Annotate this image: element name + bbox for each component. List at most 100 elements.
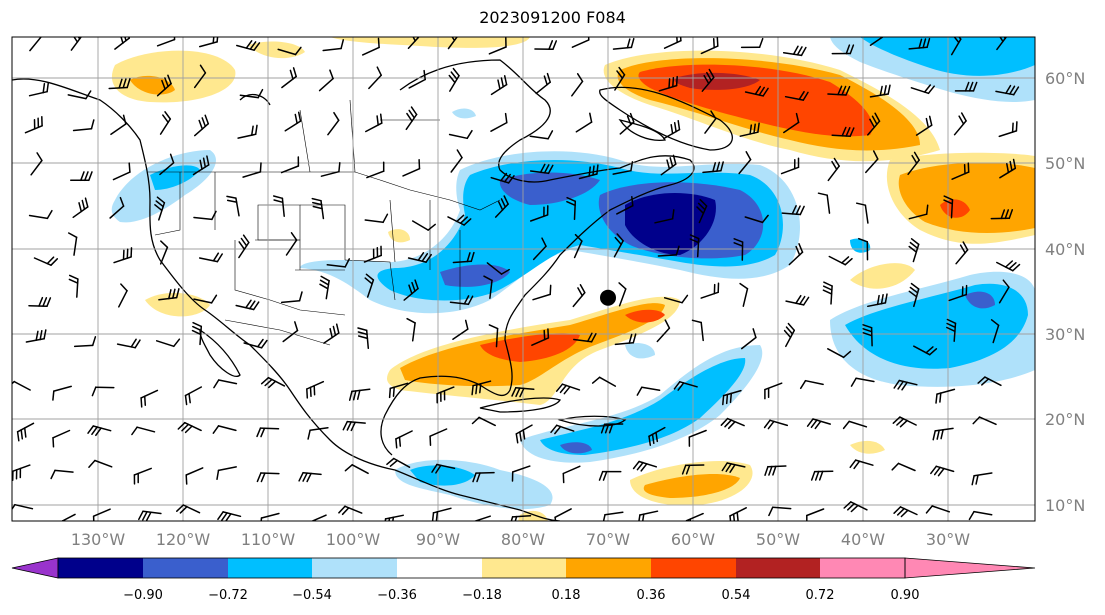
wind-barb [118,283,128,308]
wind-barb [184,386,203,406]
colorbar-label: −0.36 [377,588,417,603]
wind-barb [237,124,258,139]
wind-barb [591,376,617,387]
wind-barb [915,115,933,136]
wind-barb [532,284,552,301]
wind-barb [407,252,432,263]
wind-barb [681,464,705,475]
wind-barb [740,328,757,350]
colorbar-extend-low [11,557,59,579]
wind-barb [511,465,531,482]
wind-barb [52,385,72,401]
wind-barb [403,279,419,301]
wind-barb [176,504,201,514]
wind-barb [932,427,954,441]
colorbar [11,557,1036,579]
colorbar-bin [736,558,820,578]
lon-label-120w: 120°W [156,530,211,549]
wind-barb [12,464,31,481]
wind-barb [739,282,749,307]
lon-label-80w: 80°W [501,530,545,549]
wind-barb [159,153,175,176]
wind-barb [744,214,769,224]
wind-barb [602,511,624,521]
wind-barb [307,426,329,440]
wind-barb [850,377,875,387]
wind-barb [159,111,172,135]
wind-barb [70,37,82,51]
wind-barb [488,324,499,348]
wind-barb [112,162,131,181]
wind-barb [869,37,884,46]
wind-barb [327,111,340,136]
wind-barb [131,426,156,436]
wind-barb [764,465,787,476]
wind-barb [810,470,834,481]
wind-barb [780,157,800,175]
wind-barb [405,106,418,131]
wind-barb [806,508,825,521]
wind-barb [384,514,404,521]
wind-barb [531,328,550,346]
wind-barb [648,426,666,446]
colorbar-label: −0.54 [292,588,332,603]
wind-barb [578,164,599,180]
wind-barb [52,429,71,448]
wind-barb [855,202,869,224]
wind-barb [831,126,855,137]
wind-barb [638,510,659,521]
wind-barb [72,197,89,219]
wind-barb [616,195,634,215]
wind-barb [529,205,549,222]
wind-barb [185,467,204,485]
wind-barb [242,162,262,178]
wind-barb [24,116,43,134]
wind-barb [738,151,752,175]
wind-barb [236,40,261,51]
wind-barb [191,321,203,346]
wind-barb [318,69,334,92]
colorbar-label: 0.18 [552,588,581,603]
wind-barb [212,425,237,434]
wind-barb [995,84,1020,96]
wind-barb [784,90,809,101]
wind-barb [892,416,917,428]
wind-barb [452,251,475,264]
wind-barb [598,470,622,481]
anomaly-shading [111,37,1035,521]
wind-barb [893,506,918,518]
wind-barb [613,233,624,258]
wind-barb [239,88,264,99]
wind-barb [573,233,583,259]
wind-barb [256,427,280,438]
wind-barb [50,469,74,480]
wind-barb [109,196,125,219]
wind-barb [618,282,627,307]
wind-barb [893,379,918,391]
wind-barb [656,319,671,343]
wind-barb [657,245,680,257]
wind-barb [955,241,969,265]
wind-barb [448,129,473,140]
wind-barb [827,157,840,182]
wind-barb [363,245,382,263]
wind-barb [828,255,853,266]
wind-barb [12,380,31,391]
wind-barb [990,209,1014,220]
wind-barb [843,501,868,513]
lon-label-40w: 40°W [841,530,885,549]
wind-barb [73,336,97,348]
wind-barb [572,284,586,308]
wind-barb [763,419,789,430]
wind-barb [72,119,95,132]
wind-barb [88,459,113,468]
wind-barb [782,45,807,57]
wind-barbs [12,37,1021,521]
wind-barb [948,284,968,302]
wind-barb [177,421,202,434]
wind-barb [700,282,720,299]
wind-barb [783,322,796,348]
colorbar-label: 0.36 [637,588,666,603]
wind-barb [575,112,593,133]
wind-barb [198,252,223,263]
